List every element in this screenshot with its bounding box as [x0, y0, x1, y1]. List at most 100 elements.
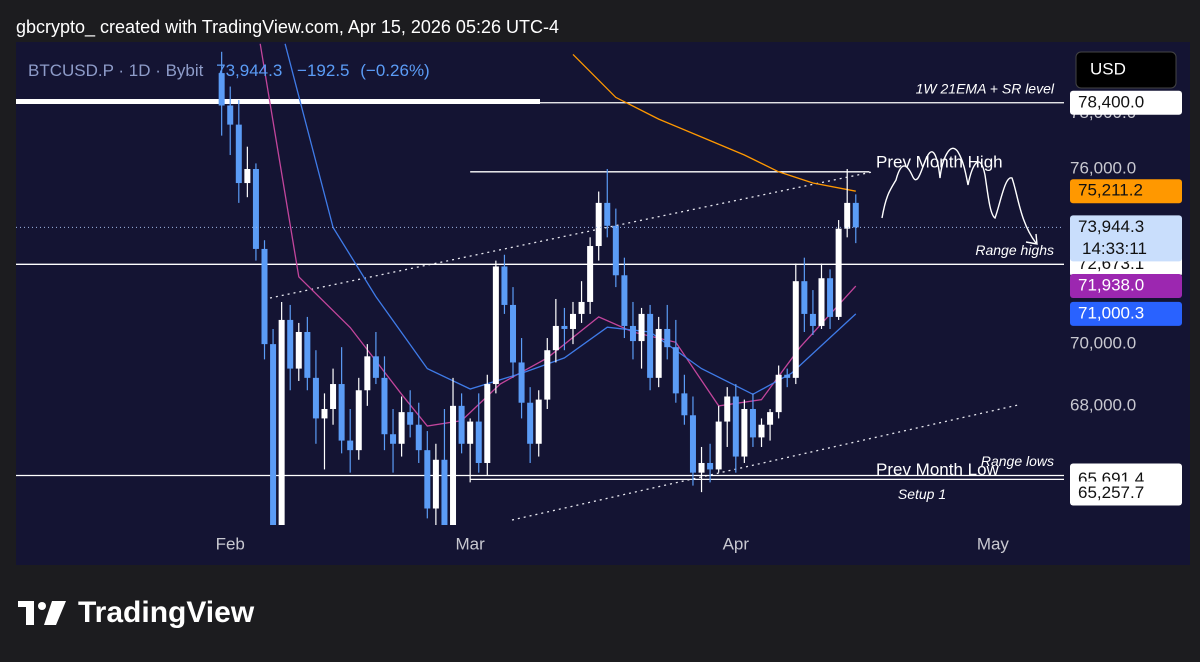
candle-body	[244, 168, 251, 184]
logo-icon	[44, 601, 66, 625]
logo-text: TradingView	[78, 596, 255, 629]
candle-body	[767, 412, 774, 425]
candle-body	[295, 331, 302, 369]
candle-body	[835, 228, 842, 317]
x-tick-label: Apr	[723, 534, 750, 553]
candle-body	[535, 399, 542, 444]
currency-box[interactable]	[1075, 51, 1177, 89]
candle-body	[415, 424, 422, 451]
candle-body	[407, 412, 414, 425]
candle-body	[458, 405, 465, 444]
candle-body	[569, 313, 576, 329]
annotation: Setup 1	[898, 486, 946, 502]
candle-body	[347, 440, 354, 451]
candle-body	[390, 434, 397, 444]
ma-tag: 71,000.3	[1078, 303, 1144, 322]
ma-tag-box	[1070, 301, 1182, 326]
candle-body	[544, 350, 551, 400]
candle-body	[227, 105, 234, 125]
level-highlight	[16, 99, 540, 104]
candle-body	[818, 278, 825, 326]
lower-trendline	[511, 404, 1019, 521]
candle-body	[664, 328, 671, 348]
candle-body	[844, 202, 851, 229]
candle-body	[715, 421, 722, 470]
candle-body	[612, 225, 619, 276]
candle-body	[492, 266, 499, 385]
x-tick-label: Feb	[216, 534, 245, 553]
candle-body	[321, 408, 328, 419]
logo-icon	[26, 601, 34, 625]
candle-body	[595, 202, 602, 247]
candle-body	[312, 377, 319, 419]
price-axis: 78,000.076,000.070,000.068,000.078,400.0…	[1070, 90, 1182, 506]
candle-body	[655, 328, 662, 378]
candle-body	[621, 275, 628, 326]
x-tick-label: Mar	[456, 534, 486, 553]
candle-body	[441, 459, 448, 525]
candle-body	[629, 325, 636, 342]
candle-body	[681, 393, 688, 416]
currency-label[interactable]: USD	[1090, 59, 1126, 78]
ma-tag: 75,211.2	[1078, 181, 1143, 200]
candle-body	[647, 313, 654, 378]
countdown: 14:33:11	[1082, 239, 1147, 258]
candle-body	[287, 319, 294, 369]
candle-body	[801, 281, 808, 314]
candle-body	[450, 405, 457, 525]
candle-body	[775, 374, 782, 413]
currency-button[interactable]: USD	[1075, 51, 1177, 89]
candle-body	[424, 450, 431, 509]
upper-trendline	[269, 171, 873, 299]
candle-body	[510, 304, 517, 363]
candle-body	[467, 421, 474, 444]
plot-area	[16, 43, 1064, 525]
last-price-tag: 73,944.3	[1078, 217, 1144, 236]
x-tick-label: May	[977, 534, 1010, 553]
last-price-tag-box	[1070, 215, 1182, 262]
candle-body	[852, 202, 859, 228]
candle-body	[749, 408, 756, 438]
candle-body	[552, 325, 559, 351]
candle-body	[218, 73, 225, 106]
candle-body	[364, 356, 371, 391]
ma-tag: 71,938.0	[1078, 275, 1144, 294]
last-price: 73,944.3	[216, 61, 282, 80]
annotation: Prev Month Low	[876, 460, 1000, 479]
symbol: BTCUSD.P · 1D · Bybit	[28, 61, 204, 80]
annotation: Range lows	[981, 453, 1054, 469]
candle-body	[270, 344, 277, 525]
ma-tag-box	[1070, 273, 1182, 298]
candle-body	[724, 396, 731, 422]
candle-body	[475, 421, 482, 463]
annotation: Range highs	[975, 242, 1054, 258]
pane-background	[16, 42, 1190, 565]
candle-body	[235, 124, 242, 184]
projection-sketch	[881, 147, 1038, 245]
change-pct: (−0.26%)	[360, 61, 429, 80]
candle-body	[381, 377, 388, 435]
candle-body	[398, 412, 405, 444]
candle-body	[784, 374, 791, 378]
candle-body	[527, 402, 534, 444]
candle-body	[484, 384, 491, 463]
candle-body	[304, 331, 311, 378]
candle-body	[672, 347, 679, 394]
candle-body	[689, 415, 696, 473]
candle-body	[792, 281, 799, 378]
candle-body	[732, 396, 739, 457]
candle-body	[578, 301, 585, 314]
candle-body	[758, 424, 765, 438]
candle-body	[501, 266, 508, 305]
candle-body	[741, 408, 748, 457]
candle-body	[372, 356, 379, 378]
candle-body	[827, 278, 834, 317]
annotation: Prev Month High	[876, 152, 1003, 171]
candle-body	[355, 390, 362, 451]
y-tick-label: 68,000.0	[1070, 395, 1136, 414]
candle-body	[604, 202, 611, 226]
logo-icon	[38, 602, 46, 610]
candle-body	[330, 384, 337, 409]
